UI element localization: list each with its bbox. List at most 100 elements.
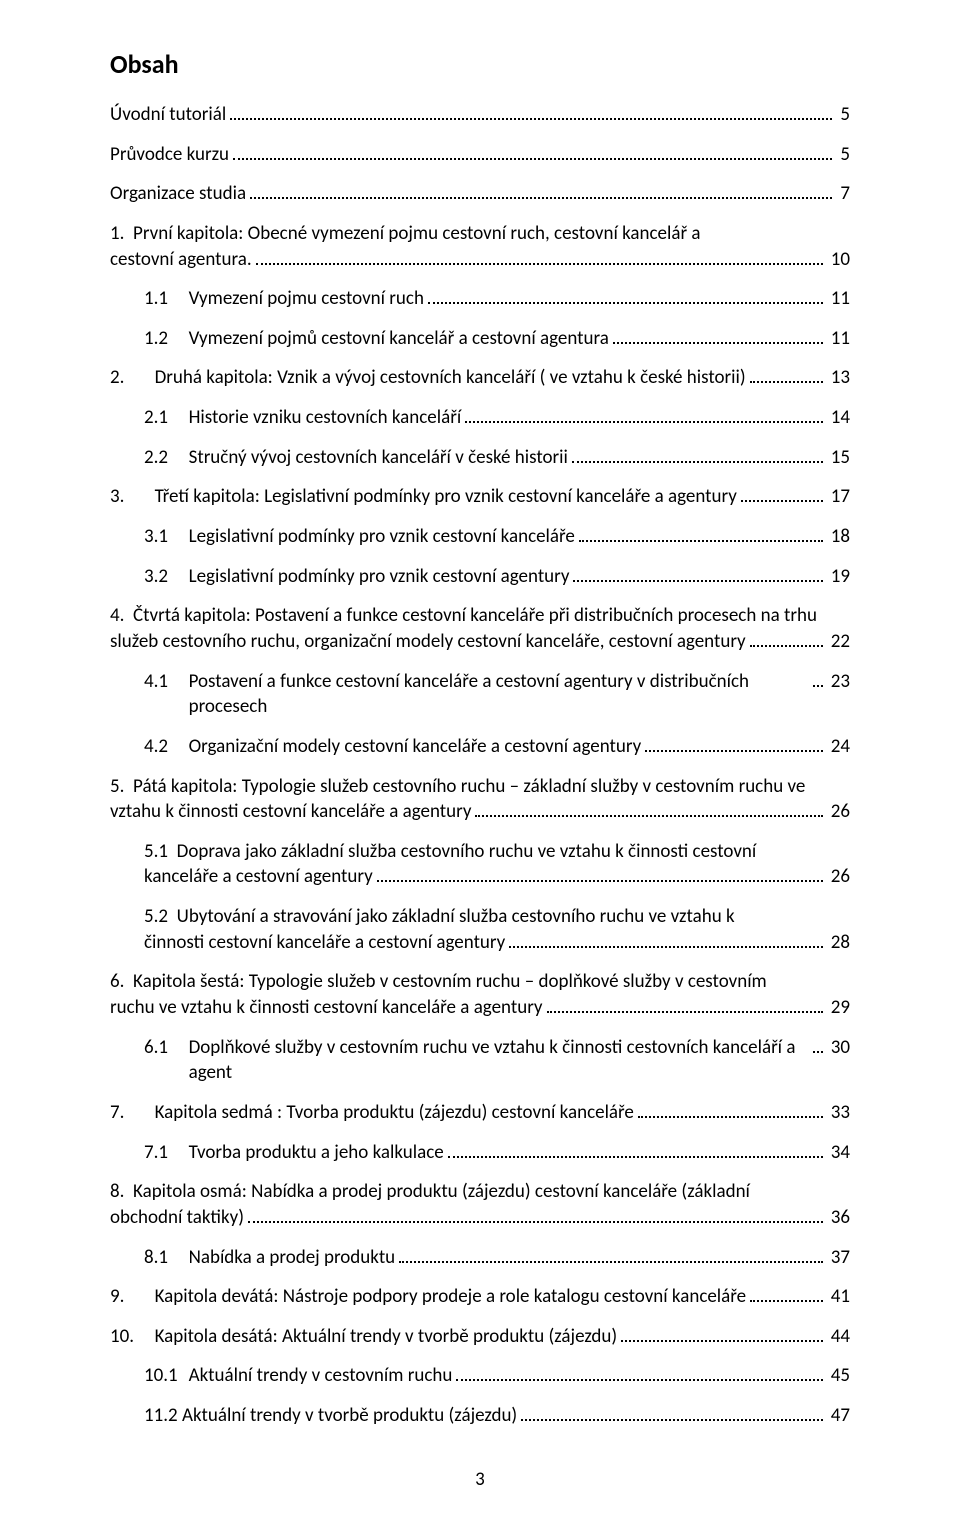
toc-leader-dots: [521, 1404, 823, 1421]
table-of-contents: Úvodní tutoriál5 Průvodce kurzu5 Organizac…: [110, 102, 850, 1429]
toc-entry: 2.2 Stručný vývoj cestovních kanceláří v…: [144, 445, 850, 471]
toc-entry-label: 5. Pátá kapitola: Typologie služeb cesto…: [110, 774, 850, 800]
toc-leader-dots: [573, 565, 822, 582]
document-page: Obsah Úvodní tutoriál5Průvodce kurzu5Org…: [0, 0, 960, 1521]
toc-entry: 1. První kapitola: Obecné vymezení pojmu…: [110, 221, 850, 272]
toc-entry: 6. Kapitola šestá: Typologie služeb v ce…: [110, 969, 850, 1020]
toc-entry-label: Druhá kapitola: Vznik a vývoj cestovních…: [155, 365, 746, 391]
toc-leader-dots: [399, 1245, 823, 1262]
toc-entry-page: 29: [827, 995, 850, 1021]
toc-entry-label: Postavení a funkce cestovní kanceláře a …: [189, 669, 809, 720]
toc-leader-dots: [256, 247, 823, 264]
toc-entry-page: 10: [827, 247, 850, 273]
toc-entry-page: 11: [827, 286, 850, 312]
toc-entry-page: 41: [827, 1284, 850, 1310]
toc-leader-dots: [448, 1140, 823, 1157]
toc-leader-dots: [813, 1035, 823, 1052]
toc-leader-dots: [741, 485, 823, 502]
toc-entry: 3. Třetí kapitola: Legislativní podmínky…: [110, 484, 850, 510]
toc-entry-number: 4.2: [144, 734, 180, 760]
toc-entry: 1.1 Vymezení pojmu cestovní ruch 11: [144, 286, 850, 312]
toc-entry-page: 24: [827, 734, 850, 760]
toc-entry-number: 3.1: [144, 524, 180, 550]
toc-entry-number: 7.1: [144, 1140, 180, 1166]
toc-entry-label: 11.2 Aktuální trendy v tvorbě produktu (…: [144, 1403, 517, 1429]
toc-entry: 3.2 Legislativní podmínky pro vznik cest…: [144, 564, 850, 590]
toc-entry-number: 7.: [110, 1100, 146, 1126]
toc-entry-label: Doplňkové služby v cestovním ruchu ve vz…: [189, 1035, 809, 1086]
toc-entry: 7.1 Tvorba produktu a jeho kalkulace34: [144, 1140, 850, 1166]
toc-leader-dots: [750, 366, 823, 383]
toc-entry-label: 5.1 Doprava jako základní služba cestovn…: [144, 839, 850, 865]
toc-entry: 5. Pátá kapitola: Typologie služeb cesto…: [110, 774, 850, 825]
toc-leader-dots: [645, 735, 823, 752]
toc-entry-number: 1.1: [144, 286, 180, 312]
toc-leader-dots: [233, 142, 832, 159]
toc-entry-number: 9.: [110, 1284, 146, 1310]
toc-entry: Organizace studia 7: [110, 181, 850, 207]
toc-leader-dots: [250, 182, 832, 199]
toc-entry-label: Kapitola sedmá : Tvorba produktu (zájezd…: [155, 1100, 634, 1126]
toc-leader-dots: [475, 800, 822, 817]
toc-leader-dots: [750, 630, 823, 647]
toc-leader-dots: [750, 1285, 823, 1302]
toc-entry-label: Organizace studia: [110, 181, 246, 207]
toc-leader-dots: [638, 1101, 823, 1118]
toc-leader-dots: [456, 1364, 822, 1381]
toc-entry-label: Organizační modely cestovní kanceláře a …: [189, 734, 642, 760]
toc-entry-label: Třetí kapitola: Legislativní podmínky pr…: [155, 484, 737, 510]
toc-leader-dots: [547, 996, 823, 1013]
toc-entry-number: 2.: [110, 365, 146, 391]
toc-leader-dots: [377, 865, 823, 882]
toc-entry-label: 4. Čtvrtá kapitola: Postavení a funkce c…: [110, 603, 850, 629]
toc-entry-number: 3.2: [144, 564, 180, 590]
toc-entry: 2.1 Historie vzniku cestovních kanceláří…: [144, 405, 850, 431]
toc-leader-dots: [579, 525, 823, 542]
toc-entry-label: Nabídka a prodej produktu: [189, 1245, 396, 1271]
toc-entry-number: 2.2: [144, 445, 180, 471]
toc-leader-dots: [572, 446, 823, 463]
toc-leader-dots: [509, 931, 823, 948]
toc-entry-page: 17: [827, 484, 850, 510]
toc-entry: 4.1 Postavení a funkce cestovní kancelář…: [144, 669, 850, 720]
toc-entry: Úvodní tutoriál5: [110, 102, 850, 128]
toc-leader-dots: [230, 103, 832, 120]
toc-entry-page: 15: [827, 445, 850, 471]
toc-entry-label: Kapitola desátá: Aktuální trendy v tvorb…: [155, 1324, 618, 1350]
toc-entry-page: 36: [827, 1205, 850, 1231]
toc-entry-label: 1. První kapitola: Obecné vymezení pojmu…: [110, 221, 850, 247]
toc-entry-page: 19: [827, 564, 850, 590]
toc-entry-label: 8. Kapitola osmá: Nabídka a prodej produ…: [110, 1179, 850, 1205]
toc-entry-page: 30: [827, 1035, 850, 1061]
toc-entry: 9. Kapitola devátá: Nástroje podpory pro…: [110, 1284, 850, 1310]
toc-entry: 1.2 Vymezení pojmů cestovní kancelář a c…: [144, 326, 850, 352]
page-number: 3: [0, 1468, 960, 1491]
toc-leader-dots: [813, 669, 823, 686]
toc-entry: 4.2 Organizační modely cestovní kancelář…: [144, 734, 850, 760]
toc-leader-dots: [465, 406, 823, 423]
toc-entry-page: 28: [827, 930, 850, 956]
toc-entry-number: 4.1: [144, 669, 180, 695]
toc-entry-page: 23: [827, 669, 850, 695]
toc-entry-number: 1.2: [144, 326, 180, 352]
toc-entry-page: 45: [827, 1363, 850, 1389]
toc-entry-label: Úvodní tutoriál: [110, 102, 226, 128]
toc-leader-dots: [613, 327, 823, 344]
toc-entry-page: 14: [827, 405, 850, 431]
toc-entry-page: 11: [827, 326, 850, 352]
toc-entry-number: 2.1: [144, 405, 180, 431]
toc-entry-page: 7: [836, 181, 850, 207]
toc-leader-dots: [248, 1206, 823, 1223]
toc-leader-dots: [621, 1325, 823, 1342]
toc-entry-page: 33: [827, 1100, 850, 1126]
toc-entry-label: Historie vzniku cestovních kanceláří: [189, 405, 462, 431]
toc-entry-page: 26: [827, 864, 850, 890]
toc-entry-label: Vymezení pojmu cestovní ruch: [189, 286, 424, 312]
toc-entry-number: 3.: [110, 484, 146, 510]
toc-entry: 5.2 Ubytování a stravování jako základní…: [144, 904, 850, 955]
toc-entry-page: 26: [827, 799, 850, 825]
toc-entry: 10.1 Aktuální trendy v cestovním ruchu45: [144, 1363, 850, 1389]
toc-entry-page: 47: [827, 1403, 850, 1429]
toc-leader-dots: [428, 287, 823, 304]
toc-entry: Průvodce kurzu5: [110, 142, 850, 168]
